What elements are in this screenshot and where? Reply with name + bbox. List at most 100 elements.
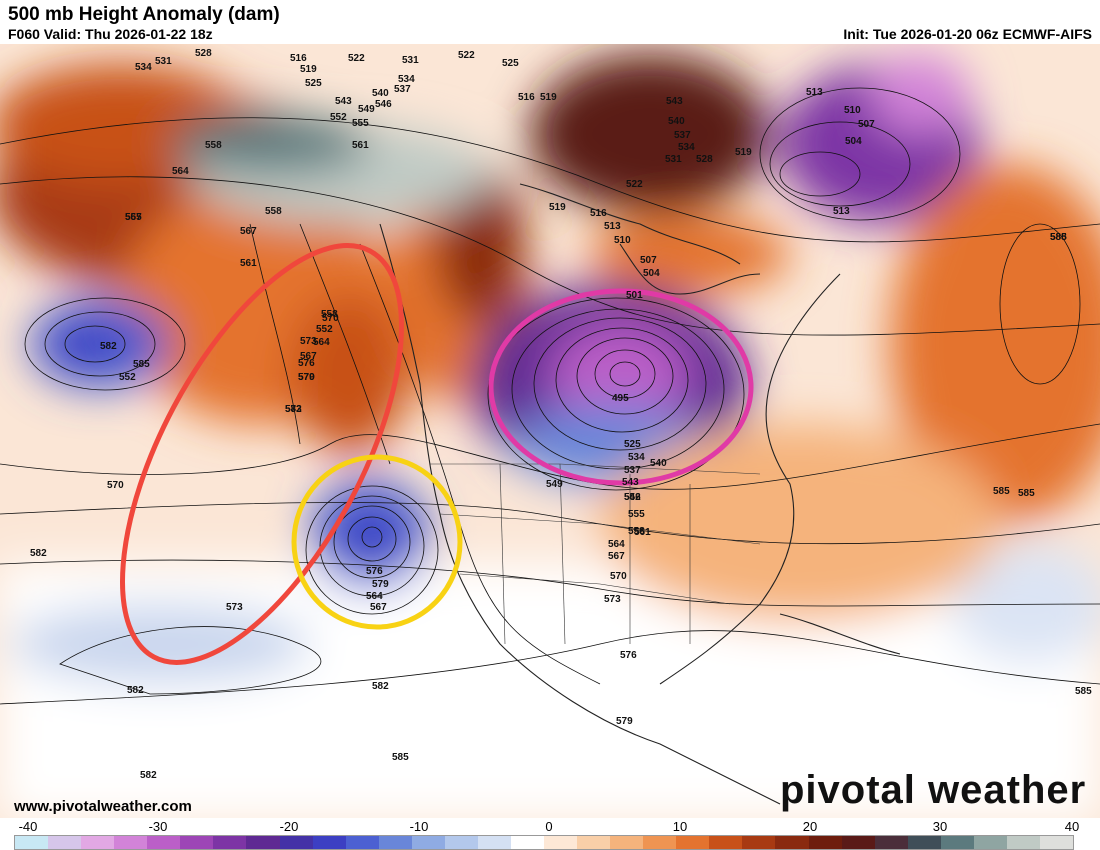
colorbar-swatch — [758, 836, 776, 849]
colorbar-swatch — [395, 836, 412, 849]
contour-label: 579 — [372, 579, 389, 590]
contour-label: 549 — [358, 104, 375, 115]
contour-label: 558 — [205, 140, 222, 151]
colorbar-swatch — [957, 836, 974, 849]
colorbar-swatch — [527, 836, 544, 849]
contour-label: 537 — [394, 84, 411, 95]
colorbar-swatch — [329, 836, 346, 849]
colorbar-swatch — [1039, 836, 1057, 849]
contour-label: 573 — [604, 594, 621, 605]
colorbar: -40 -30 -20 -10 0 10 20 30 40 — [0, 818, 1100, 850]
contour-label: 501 — [626, 290, 643, 301]
contour-label: 534 — [678, 142, 695, 153]
contour-label: 528 — [696, 154, 713, 165]
contour-label: 519 — [735, 147, 752, 158]
contour-label: 525 — [502, 58, 519, 69]
contour-label: 516 — [290, 53, 307, 64]
contour-label: 513 — [806, 87, 823, 98]
contour-label: 531 — [665, 154, 682, 165]
contour-label: 564 — [608, 539, 625, 550]
contour-label: 561 — [240, 258, 257, 269]
colorbar-swatch — [626, 836, 644, 849]
contour-label: 555 — [352, 118, 369, 129]
colorbar-tick: 20 — [802, 819, 818, 834]
contour-label: 510 — [844, 105, 861, 116]
colorbar-swatch — [1006, 836, 1024, 849]
colorbar-swatch — [742, 836, 759, 849]
colorbar-swatch — [692, 836, 710, 849]
colorbar-swatch — [147, 836, 164, 849]
contour-label: 537 — [674, 130, 691, 141]
contour-label: 516 — [590, 208, 607, 219]
contour-label: 582 — [100, 341, 117, 352]
colorbar-tick: -30 — [148, 819, 168, 834]
anomaly-map: 534 531 528 516 519 525 522 531 534 537 … — [0, 44, 1100, 820]
colorbar-swatch — [808, 836, 826, 849]
colorbar-swatch — [973, 836, 991, 849]
colorbar-swatch — [444, 836, 462, 849]
contour-label: 573 — [285, 404, 302, 415]
contour-label: 552 — [119, 372, 136, 383]
colorbar-swatch — [610, 836, 627, 849]
colorbar-swatch — [378, 836, 396, 849]
contour-label: 582 — [285, 404, 302, 415]
contour-label: 543 — [666, 96, 683, 107]
colorbar-tick: 0 — [545, 819, 553, 834]
colorbar-swatch — [659, 836, 677, 849]
colorbar-swatch — [643, 836, 660, 849]
contour-label: 552 — [624, 492, 641, 503]
colorbar-swatch — [725, 836, 743, 849]
contour-label: 525 — [624, 439, 641, 450]
contour-label: 519 — [549, 202, 566, 213]
contour-label: 576 — [366, 566, 383, 577]
colorbar-swatch — [262, 836, 280, 849]
contour-label: 582 — [30, 548, 47, 559]
contour-label: 561 — [634, 527, 651, 538]
contour-label: 564 — [313, 337, 330, 348]
contour-label: 558 — [265, 206, 282, 217]
contour-label: 513 — [604, 221, 621, 232]
contour-label: 549 — [546, 479, 563, 490]
contour-label: 543 — [335, 96, 352, 107]
contour-label: 573 — [300, 336, 317, 347]
contour-label: 588 — [1050, 232, 1067, 243]
contour-label: 507 — [640, 255, 657, 266]
contour-label: 582 — [127, 685, 144, 696]
contour-label: 516 — [518, 92, 535, 103]
colorbar-swatch — [907, 836, 925, 849]
contour-label: 534 — [135, 62, 152, 73]
colorbar-swatch — [114, 836, 131, 849]
colorbar-tick: -10 — [409, 819, 429, 834]
contour-label: 558 — [628, 526, 645, 537]
colorbar-swatch — [825, 836, 842, 849]
init-time: Init: Tue 2026-01-20 06z ECMWF-AIFS — [843, 26, 1092, 42]
colorbar-swatch — [858, 836, 875, 849]
contour-label: 570 — [610, 571, 627, 582]
colorbar-swatch — [345, 836, 363, 849]
contour-label: 528 — [195, 48, 212, 59]
contour-label: 585 — [1075, 686, 1092, 697]
colorbar-swatch — [841, 836, 859, 849]
contour-label: 522 — [458, 50, 475, 61]
contour-label: 567 — [370, 602, 387, 613]
contour-label: 531 — [402, 55, 419, 66]
colorbar-swatch — [130, 836, 148, 849]
colorbar-swatch — [676, 836, 693, 849]
contour-label: 525 — [305, 78, 322, 89]
contour-label: 570 — [107, 480, 124, 491]
contour-label: 537 — [624, 465, 641, 476]
colorbar-swatch — [577, 836, 594, 849]
colorbar-swatch — [64, 836, 82, 849]
contour-label: 582 — [140, 770, 157, 781]
colorbar-swatch — [775, 836, 792, 849]
colorbar-swatch — [940, 836, 958, 849]
colorbar-swatch — [246, 836, 263, 849]
colorbar-swatch — [81, 836, 98, 849]
map-title: 500 mb Height Anomaly (dam) — [8, 4, 280, 25]
site-url[interactable]: www.pivotalweather.com — [14, 798, 192, 815]
contour-label: 534 — [398, 74, 415, 85]
contour-label: 540 — [650, 458, 667, 469]
colorbar-swatch — [1056, 836, 1073, 849]
contour-label: 552 — [316, 324, 333, 335]
contour-label: 534 — [628, 452, 645, 463]
